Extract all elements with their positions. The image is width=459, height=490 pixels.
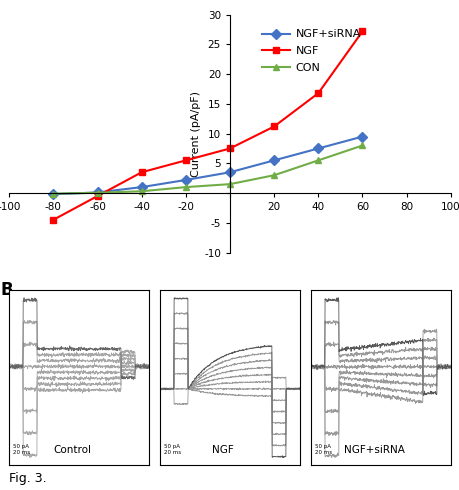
NGF [359, 28, 364, 34]
NGF+siRNA [50, 191, 56, 197]
CON [271, 172, 276, 178]
Text: 50 pA
20 ms: 50 pA 20 ms [13, 444, 30, 455]
NGF+siRNA [95, 190, 100, 196]
CON [359, 143, 364, 148]
Line: CON: CON [50, 142, 365, 197]
Text: NGF+siRNA: NGF+siRNA [343, 445, 403, 455]
NGF [95, 193, 100, 199]
Text: B.: B. [0, 281, 19, 299]
CON [315, 157, 320, 163]
NGF [227, 146, 232, 151]
NGF [271, 123, 276, 129]
Line: NGF: NGF [50, 28, 365, 223]
NGF [139, 170, 144, 175]
NGF+siRNA [227, 170, 232, 175]
NGF [50, 217, 56, 223]
Text: 50 pA
20 ms: 50 pA 20 ms [314, 444, 332, 455]
CON [139, 188, 144, 194]
Text: Control: Control [53, 445, 91, 455]
Y-axis label: Current (pA/pF): Current (pA/pF) [191, 91, 201, 176]
CON [183, 184, 188, 190]
Text: Fig. 3.: Fig. 3. [9, 472, 47, 485]
NGF+siRNA [183, 177, 188, 183]
NGF+siRNA [359, 134, 364, 140]
CON [227, 181, 232, 187]
Text: NGF: NGF [212, 445, 233, 455]
NGF [315, 90, 320, 96]
NGF+siRNA [315, 146, 320, 151]
Text: 50 pA
20 ms: 50 pA 20 ms [164, 444, 181, 455]
Line: NGF+siRNA: NGF+siRNA [50, 133, 365, 198]
NGF+siRNA [271, 157, 276, 163]
CON [95, 190, 100, 196]
Legend: NGF+siRNA, NGF, CON: NGF+siRNA, NGF, CON [257, 25, 364, 77]
CON [50, 191, 56, 196]
NGF+siRNA [139, 184, 144, 190]
NGF [183, 157, 188, 163]
